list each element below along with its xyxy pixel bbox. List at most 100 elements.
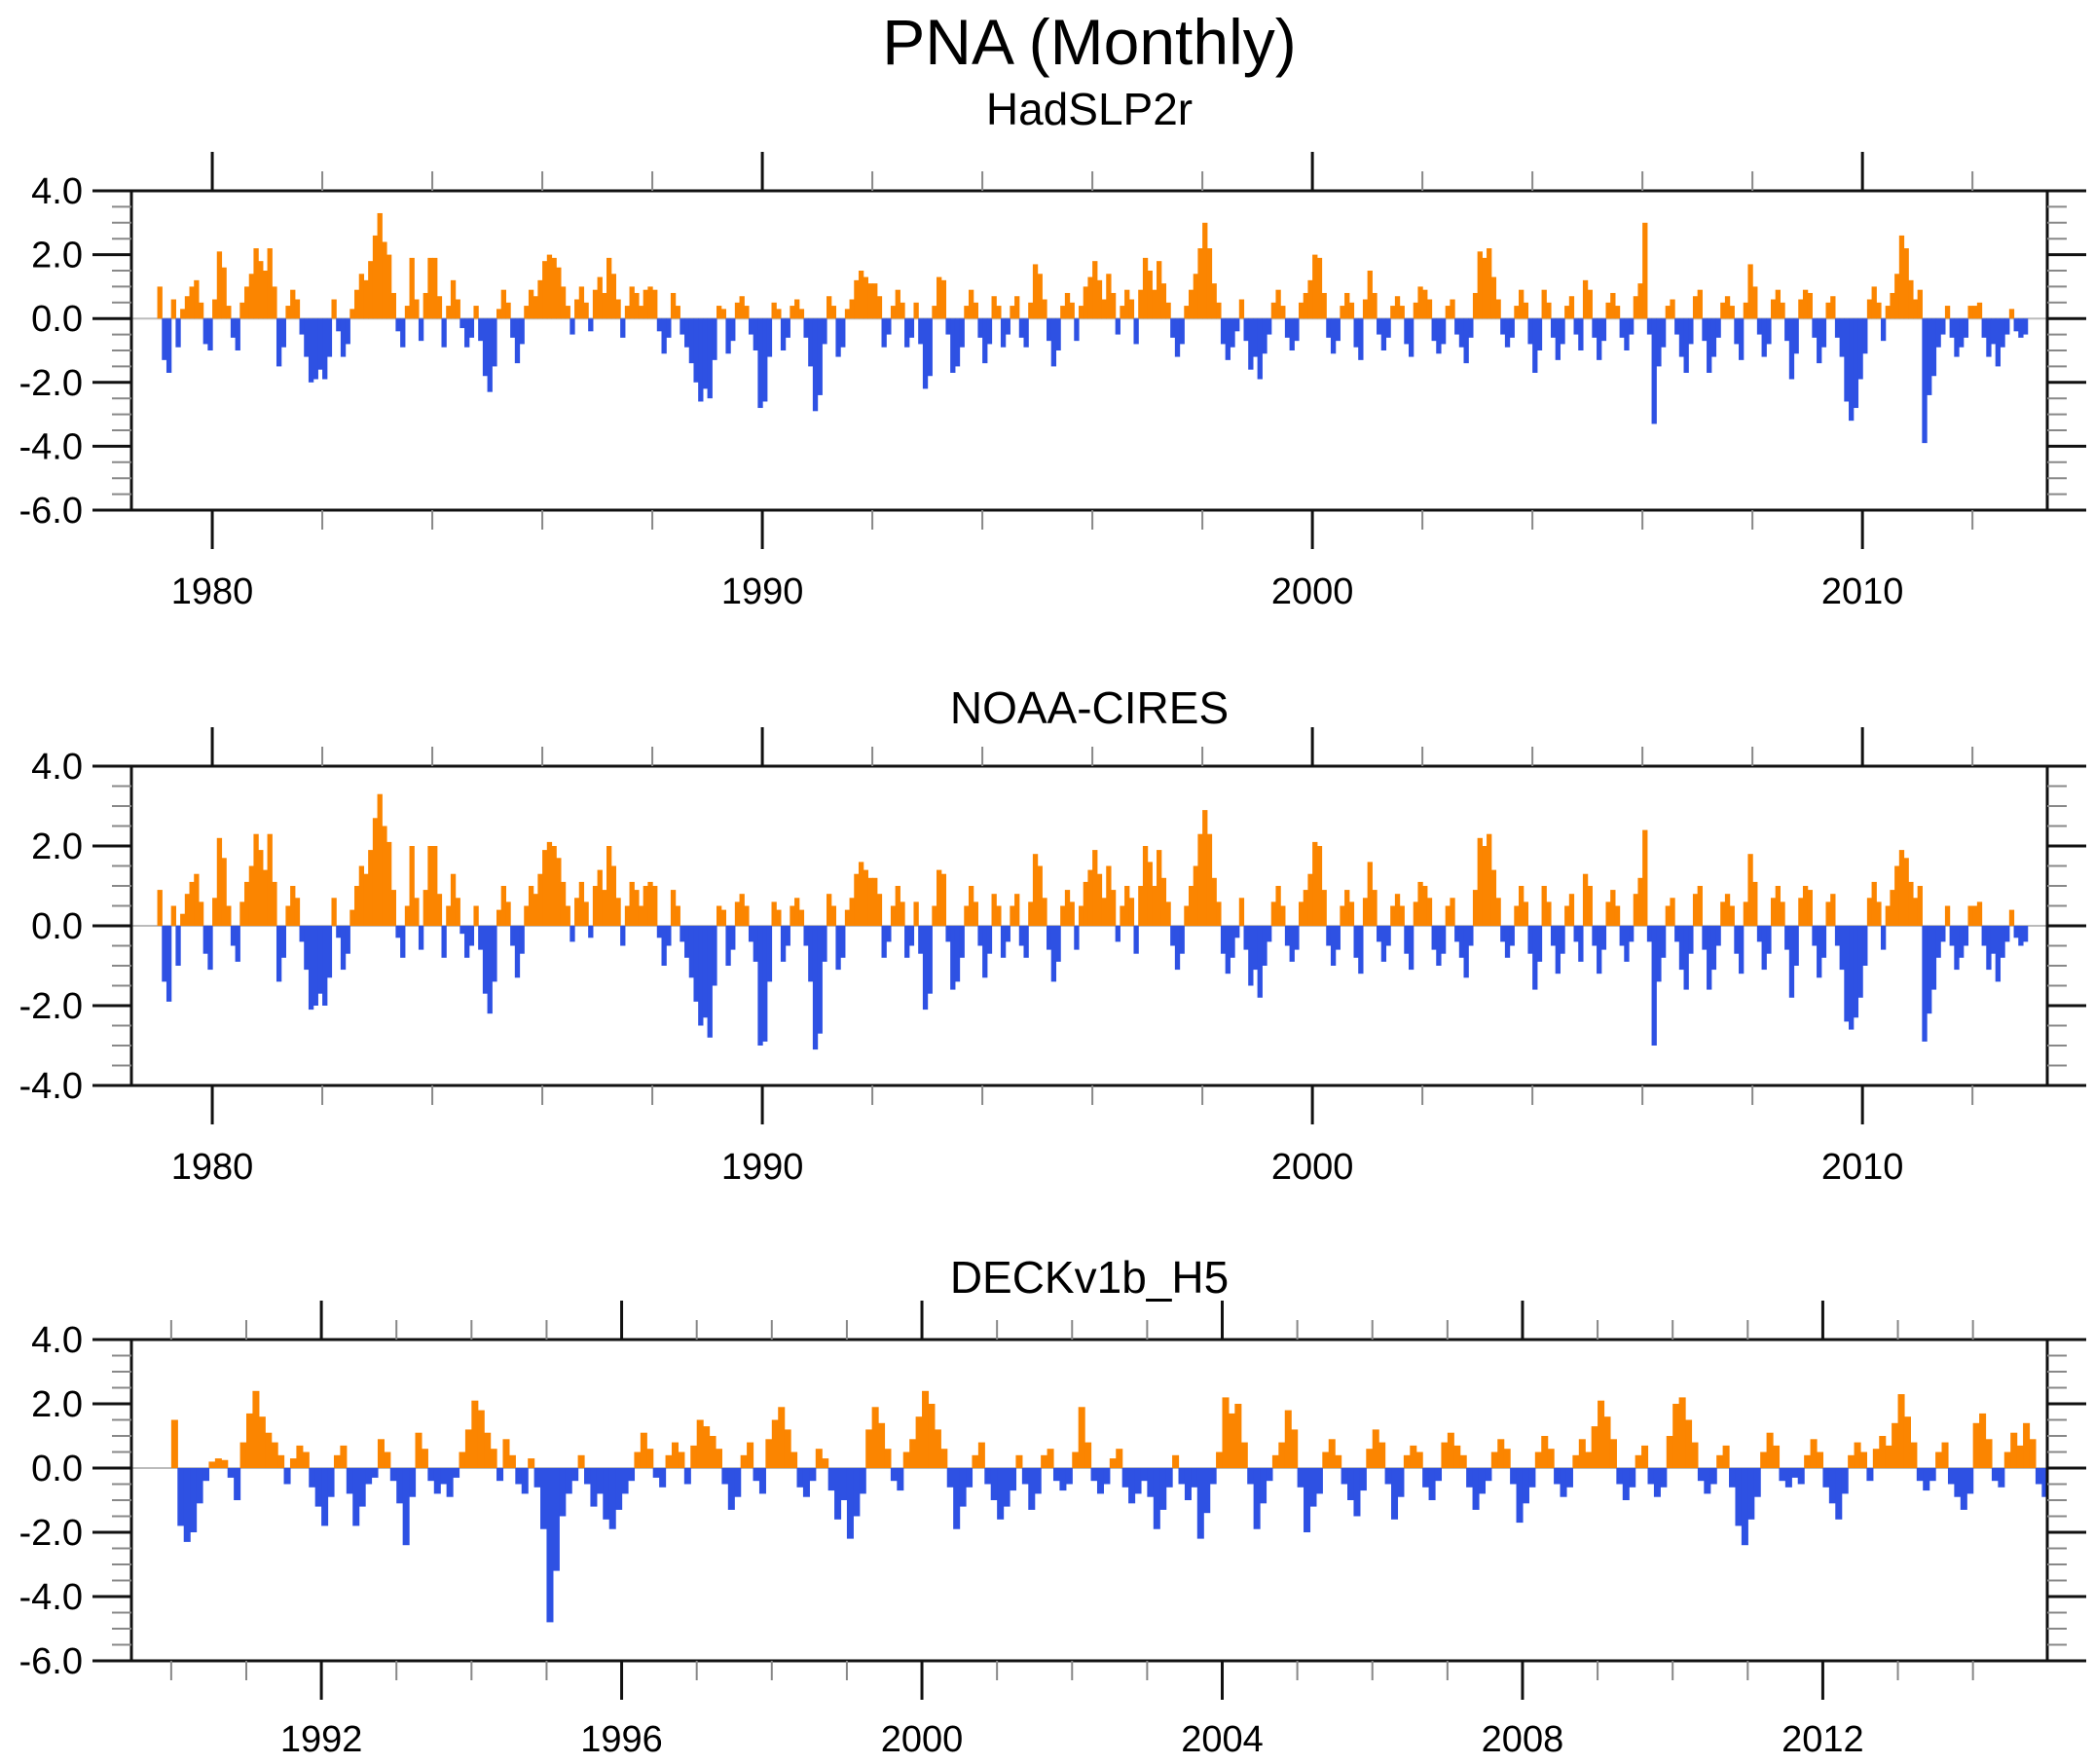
month-bar	[1555, 318, 1561, 360]
month-bar	[1871, 286, 1877, 319]
month-bar	[322, 318, 328, 380]
y-tick-label: -6.0	[19, 1641, 83, 1682]
month-bar	[646, 1449, 654, 1468]
month-bar	[966, 1468, 974, 1488]
month-bar	[790, 905, 795, 926]
month-bar	[1441, 1442, 1449, 1468]
month-bar	[1415, 1452, 1423, 1468]
month-bar	[867, 877, 873, 926]
month-bar	[1000, 926, 1007, 958]
month-bar	[450, 873, 457, 926]
month-bar	[991, 894, 997, 926]
month-bar	[514, 926, 521, 978]
month-bar	[1592, 318, 1598, 338]
month-bar	[584, 1468, 592, 1485]
month-bar	[196, 1468, 203, 1504]
month-bar	[1798, 299, 1804, 319]
month-bar	[1504, 926, 1511, 958]
month-bar	[1074, 926, 1080, 950]
month-bar	[1133, 318, 1139, 345]
month-bar	[827, 1468, 835, 1491]
month-bar	[1340, 905, 1345, 926]
month-bar	[1560, 926, 1565, 954]
y-tick-label: 2.0	[31, 1384, 83, 1425]
month-bar	[546, 841, 553, 926]
month-bar	[349, 309, 355, 319]
month-bar	[382, 241, 387, 319]
month-bar	[473, 306, 479, 319]
month-bar	[1610, 890, 1616, 926]
month-bar	[1482, 257, 1488, 319]
month-bar	[234, 1468, 241, 1500]
month-bar	[1014, 894, 1020, 926]
month-bar	[1120, 306, 1125, 319]
month-bar	[1092, 850, 1098, 926]
month-bar	[574, 299, 580, 319]
month-bar	[765, 1439, 773, 1468]
month-bar	[812, 318, 819, 412]
month-bar	[1023, 926, 1029, 958]
month-bar	[656, 926, 663, 938]
month-bar	[1770, 898, 1777, 926]
month-bar	[656, 318, 663, 332]
month-bar	[1078, 905, 1084, 926]
month-bar	[1490, 276, 1497, 319]
month-bar	[574, 898, 580, 926]
month-bar	[670, 292, 677, 319]
panel-noaa-cires-plot: 1980 1990 2000 2010 4.0 2.0 0.0 -2.0 -4.0	[19, 727, 2086, 1188]
month-bar	[778, 1407, 786, 1468]
month-bar	[372, 235, 379, 319]
month-bar	[565, 306, 570, 319]
month-bar	[753, 1468, 760, 1482]
month-bar	[1178, 1468, 1186, 1485]
month-bar	[1597, 318, 1602, 360]
month-bar	[384, 1452, 391, 1468]
month-bar	[624, 306, 631, 319]
month-bar	[1564, 905, 1570, 926]
month-bar	[1278, 1442, 1286, 1468]
month-bar	[267, 248, 273, 319]
month-bar	[308, 926, 314, 1011]
month-bar	[634, 1452, 642, 1468]
month-bar	[950, 926, 956, 990]
month-bar	[794, 299, 800, 319]
month-bar	[798, 909, 805, 926]
month-bar	[1614, 306, 1621, 319]
month-bar	[427, 1468, 435, 1482]
month-bar	[1917, 886, 1923, 926]
month-bar	[872, 877, 878, 926]
month-bar	[678, 1452, 685, 1468]
month-bar	[785, 926, 790, 946]
month-bar	[1174, 318, 1181, 357]
month-bar	[991, 296, 997, 319]
month-bar	[666, 318, 672, 338]
month-bar	[802, 1468, 810, 1497]
month-bar	[890, 306, 897, 319]
month-bar	[2004, 318, 2010, 335]
month-bar	[1967, 306, 1973, 319]
month-bar	[322, 926, 328, 1006]
month-bar	[212, 898, 218, 926]
month-bar	[1188, 289, 1194, 319]
month-bar	[597, 276, 603, 319]
month-bar	[1358, 926, 1364, 974]
month-bar	[1202, 810, 1208, 926]
month-bar	[834, 1468, 842, 1520]
month-bar	[830, 905, 837, 926]
month-bar	[1963, 318, 1969, 338]
month-bar	[940, 873, 947, 926]
month-bar	[1271, 1454, 1279, 1468]
month-bar	[358, 1468, 366, 1507]
month-bar	[1565, 1468, 1573, 1488]
month-bar	[1335, 318, 1341, 342]
month-bar	[696, 1419, 704, 1468]
month-bar	[853, 1468, 861, 1517]
month-bar	[1923, 1468, 1930, 1491]
panel-1-title: HadSLP2r	[986, 84, 1193, 134]
month-bar	[272, 286, 277, 319]
month-bar	[1598, 1400, 1605, 1468]
month-bar	[1546, 302, 1552, 319]
month-bar	[932, 905, 937, 926]
month-bar	[484, 1432, 492, 1468]
month-bar	[1739, 926, 1745, 974]
